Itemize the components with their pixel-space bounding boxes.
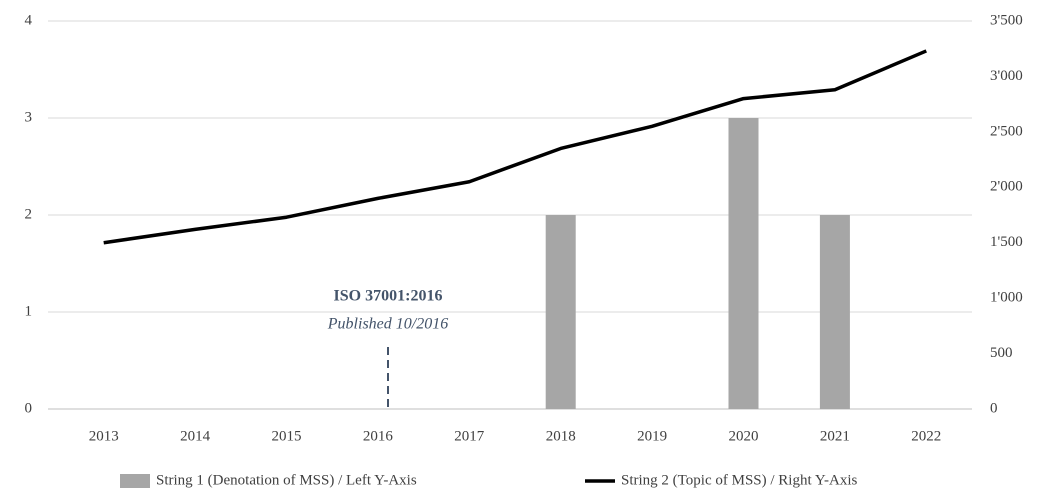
y2-tick-label: 3'000 [990,68,1023,84]
x-tick-label: 2013 [89,428,119,444]
legend-label: String 2 (Topic of MSS) / Right Y-Axis [621,472,857,488]
x-tick-label: 2014 [180,428,211,444]
line [103,49,927,245]
y2-tick-label: 3'500 [990,12,1023,28]
y2-tick-label: 1'500 [990,234,1023,250]
annotation-title: ISO 37001:2016 [334,288,443,305]
bar [545,215,576,409]
x-tick-label: 2017 [454,428,485,444]
y-tick-label: 3 [25,109,33,125]
legend-swatch [120,474,150,488]
x-tick-label: 2022 [911,428,941,444]
x-tick-label: 2019 [637,428,667,444]
x-tick-label: 2015 [272,428,302,444]
y2-tick-label: 0 [990,400,998,416]
legend-label: String 1 (Denotation of MSS) / Left Y-Ax… [156,472,417,488]
x-tick-label: 2020 [729,428,759,444]
y2-tick-label: 2'500 [990,123,1023,139]
x-tick-label: 2018 [546,428,576,444]
y-tick-label: 4 [25,12,33,28]
bar [819,215,850,409]
y2-tick-label: 500 [990,345,1013,361]
y-tick-label: 0 [25,400,33,416]
y2-tick-label: 1'000 [990,290,1023,306]
bar [728,118,759,409]
annotation-subtitle: Published 10/2016 [327,316,448,333]
y2-tick-label: 2'000 [990,179,1023,195]
x-tick-label: 2016 [363,428,394,444]
x-tick-label: 2021 [820,428,850,444]
y-tick-label: 1 [25,303,33,319]
y-tick-label: 2 [25,206,33,222]
